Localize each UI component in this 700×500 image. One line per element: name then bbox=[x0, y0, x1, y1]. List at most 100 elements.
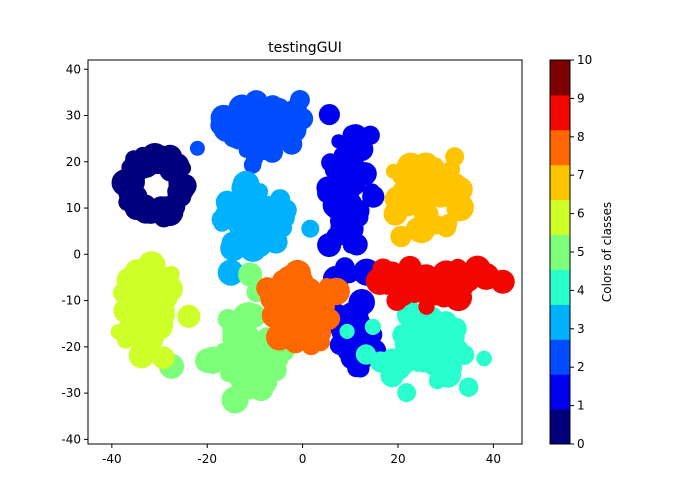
colorbar-tick-label: 6 bbox=[577, 207, 585, 221]
scatter-point bbox=[254, 344, 277, 367]
scatter-point bbox=[386, 290, 408, 311]
scatter-point bbox=[189, 140, 205, 156]
scatter-point bbox=[136, 291, 165, 320]
scatter-point bbox=[322, 277, 350, 306]
colorbar-tick-label: 5 bbox=[577, 245, 585, 259]
scatter-point bbox=[433, 269, 453, 289]
scatter-point bbox=[489, 271, 504, 286]
scatter-points bbox=[110, 89, 515, 414]
colorbar-segment bbox=[550, 409, 570, 445]
scatter-point bbox=[318, 103, 340, 126]
scatter-point bbox=[416, 316, 434, 334]
scatter-point bbox=[124, 303, 140, 319]
x-tick-label: 0 bbox=[299, 452, 307, 466]
y-tick-label: -20 bbox=[61, 340, 81, 354]
scatter-point bbox=[408, 192, 424, 209]
scatter-point bbox=[119, 184, 147, 212]
scatter-point bbox=[226, 336, 245, 356]
scatter-point bbox=[414, 273, 432, 290]
scatter-point bbox=[269, 296, 290, 317]
scatter-point bbox=[284, 327, 300, 343]
colorbar-segment bbox=[550, 60, 570, 96]
scatter-point bbox=[306, 328, 325, 348]
scatter-point bbox=[220, 235, 246, 261]
y-tick-label: -40 bbox=[61, 432, 81, 446]
scatter-point bbox=[453, 344, 475, 366]
scatter-point bbox=[360, 125, 380, 145]
scatter-point bbox=[414, 327, 441, 354]
scatter-point bbox=[256, 196, 285, 225]
colorbar-segment bbox=[550, 269, 570, 305]
scatter-point bbox=[406, 218, 426, 239]
scatter-point bbox=[316, 176, 340, 200]
scatter-point bbox=[265, 323, 294, 351]
scatter-point bbox=[220, 366, 236, 382]
chart-title: testingGUI bbox=[268, 40, 342, 56]
scatter-point bbox=[177, 304, 201, 328]
scatter-point bbox=[364, 318, 382, 335]
y-tick-label: 20 bbox=[66, 155, 81, 169]
scatter-point bbox=[236, 375, 261, 400]
scatter-point bbox=[415, 356, 432, 373]
y-axis: -40 -30 -20 -10 0 10 20 30 40 bbox=[61, 62, 88, 446]
colorbar-tick-label: 1 bbox=[577, 399, 585, 413]
scatter-point bbox=[380, 364, 404, 388]
colorbar-segment bbox=[550, 164, 570, 201]
x-tick-label: 20 bbox=[390, 452, 405, 466]
scatter-point bbox=[211, 209, 232, 230]
scatter-point bbox=[261, 141, 284, 163]
scatter-point bbox=[217, 259, 244, 286]
scatter-point bbox=[238, 262, 263, 287]
scatter-point bbox=[424, 157, 445, 178]
scatter-point bbox=[291, 277, 308, 293]
colorbar-segment bbox=[550, 199, 570, 236]
y-tick-label: -30 bbox=[61, 386, 81, 400]
scatter-point bbox=[437, 325, 463, 351]
colorbar-segment bbox=[550, 129, 570, 166]
colorbar-tick-label: 7 bbox=[577, 168, 585, 182]
scatter-point bbox=[379, 261, 405, 287]
y-tick-label: 10 bbox=[66, 201, 81, 215]
scatter-point bbox=[458, 377, 479, 398]
scatter-point bbox=[171, 187, 192, 207]
scatter-point bbox=[317, 233, 342, 258]
x-axis: -40 -20 0 20 40 bbox=[102, 444, 501, 466]
scatter-point bbox=[362, 185, 385, 208]
colorbar-tick-label: 8 bbox=[577, 130, 585, 144]
colorbar-tick-label: 3 bbox=[577, 322, 585, 336]
colorbar-segment bbox=[550, 304, 570, 340]
scatter-point bbox=[232, 303, 257, 328]
scatter-point bbox=[397, 383, 417, 403]
y-tick-label: 30 bbox=[66, 109, 81, 123]
scatter-point bbox=[117, 331, 135, 349]
x-tick-label: -40 bbox=[102, 452, 122, 466]
scatter-point bbox=[434, 361, 462, 388]
scatter-point bbox=[446, 193, 474, 222]
colorbar: 0 1 2 3 4 5 6 7 8 9 10 bbox=[549, 53, 592, 451]
scatter-point bbox=[452, 271, 469, 288]
scatter-point bbox=[426, 215, 447, 235]
colorbar-tick-label: 0 bbox=[577, 437, 585, 451]
colorbar-tick-label: 10 bbox=[577, 53, 592, 67]
scatter-point bbox=[331, 134, 346, 149]
y-tick-label: 0 bbox=[73, 247, 81, 261]
y-tick-label: -10 bbox=[61, 294, 81, 308]
colorbar-segment bbox=[550, 234, 570, 270]
scatter-point bbox=[144, 145, 164, 165]
scatter-point bbox=[129, 153, 150, 174]
scatter-point bbox=[337, 215, 364, 243]
colorbar-tick-label: 4 bbox=[577, 283, 585, 297]
scatter-point bbox=[225, 196, 251, 222]
scatter-point bbox=[163, 265, 180, 283]
colorbar-segment bbox=[550, 94, 570, 131]
scatter-point bbox=[390, 225, 412, 248]
colorbar-segment bbox=[550, 374, 570, 410]
colorbar-tick-label: 2 bbox=[577, 360, 585, 374]
scatter-point bbox=[274, 109, 295, 131]
scatter-point bbox=[151, 346, 175, 370]
scatter-point bbox=[303, 302, 329, 328]
scatter-point bbox=[238, 324, 259, 345]
scatter-point bbox=[337, 164, 354, 182]
scatter-point bbox=[243, 113, 259, 128]
